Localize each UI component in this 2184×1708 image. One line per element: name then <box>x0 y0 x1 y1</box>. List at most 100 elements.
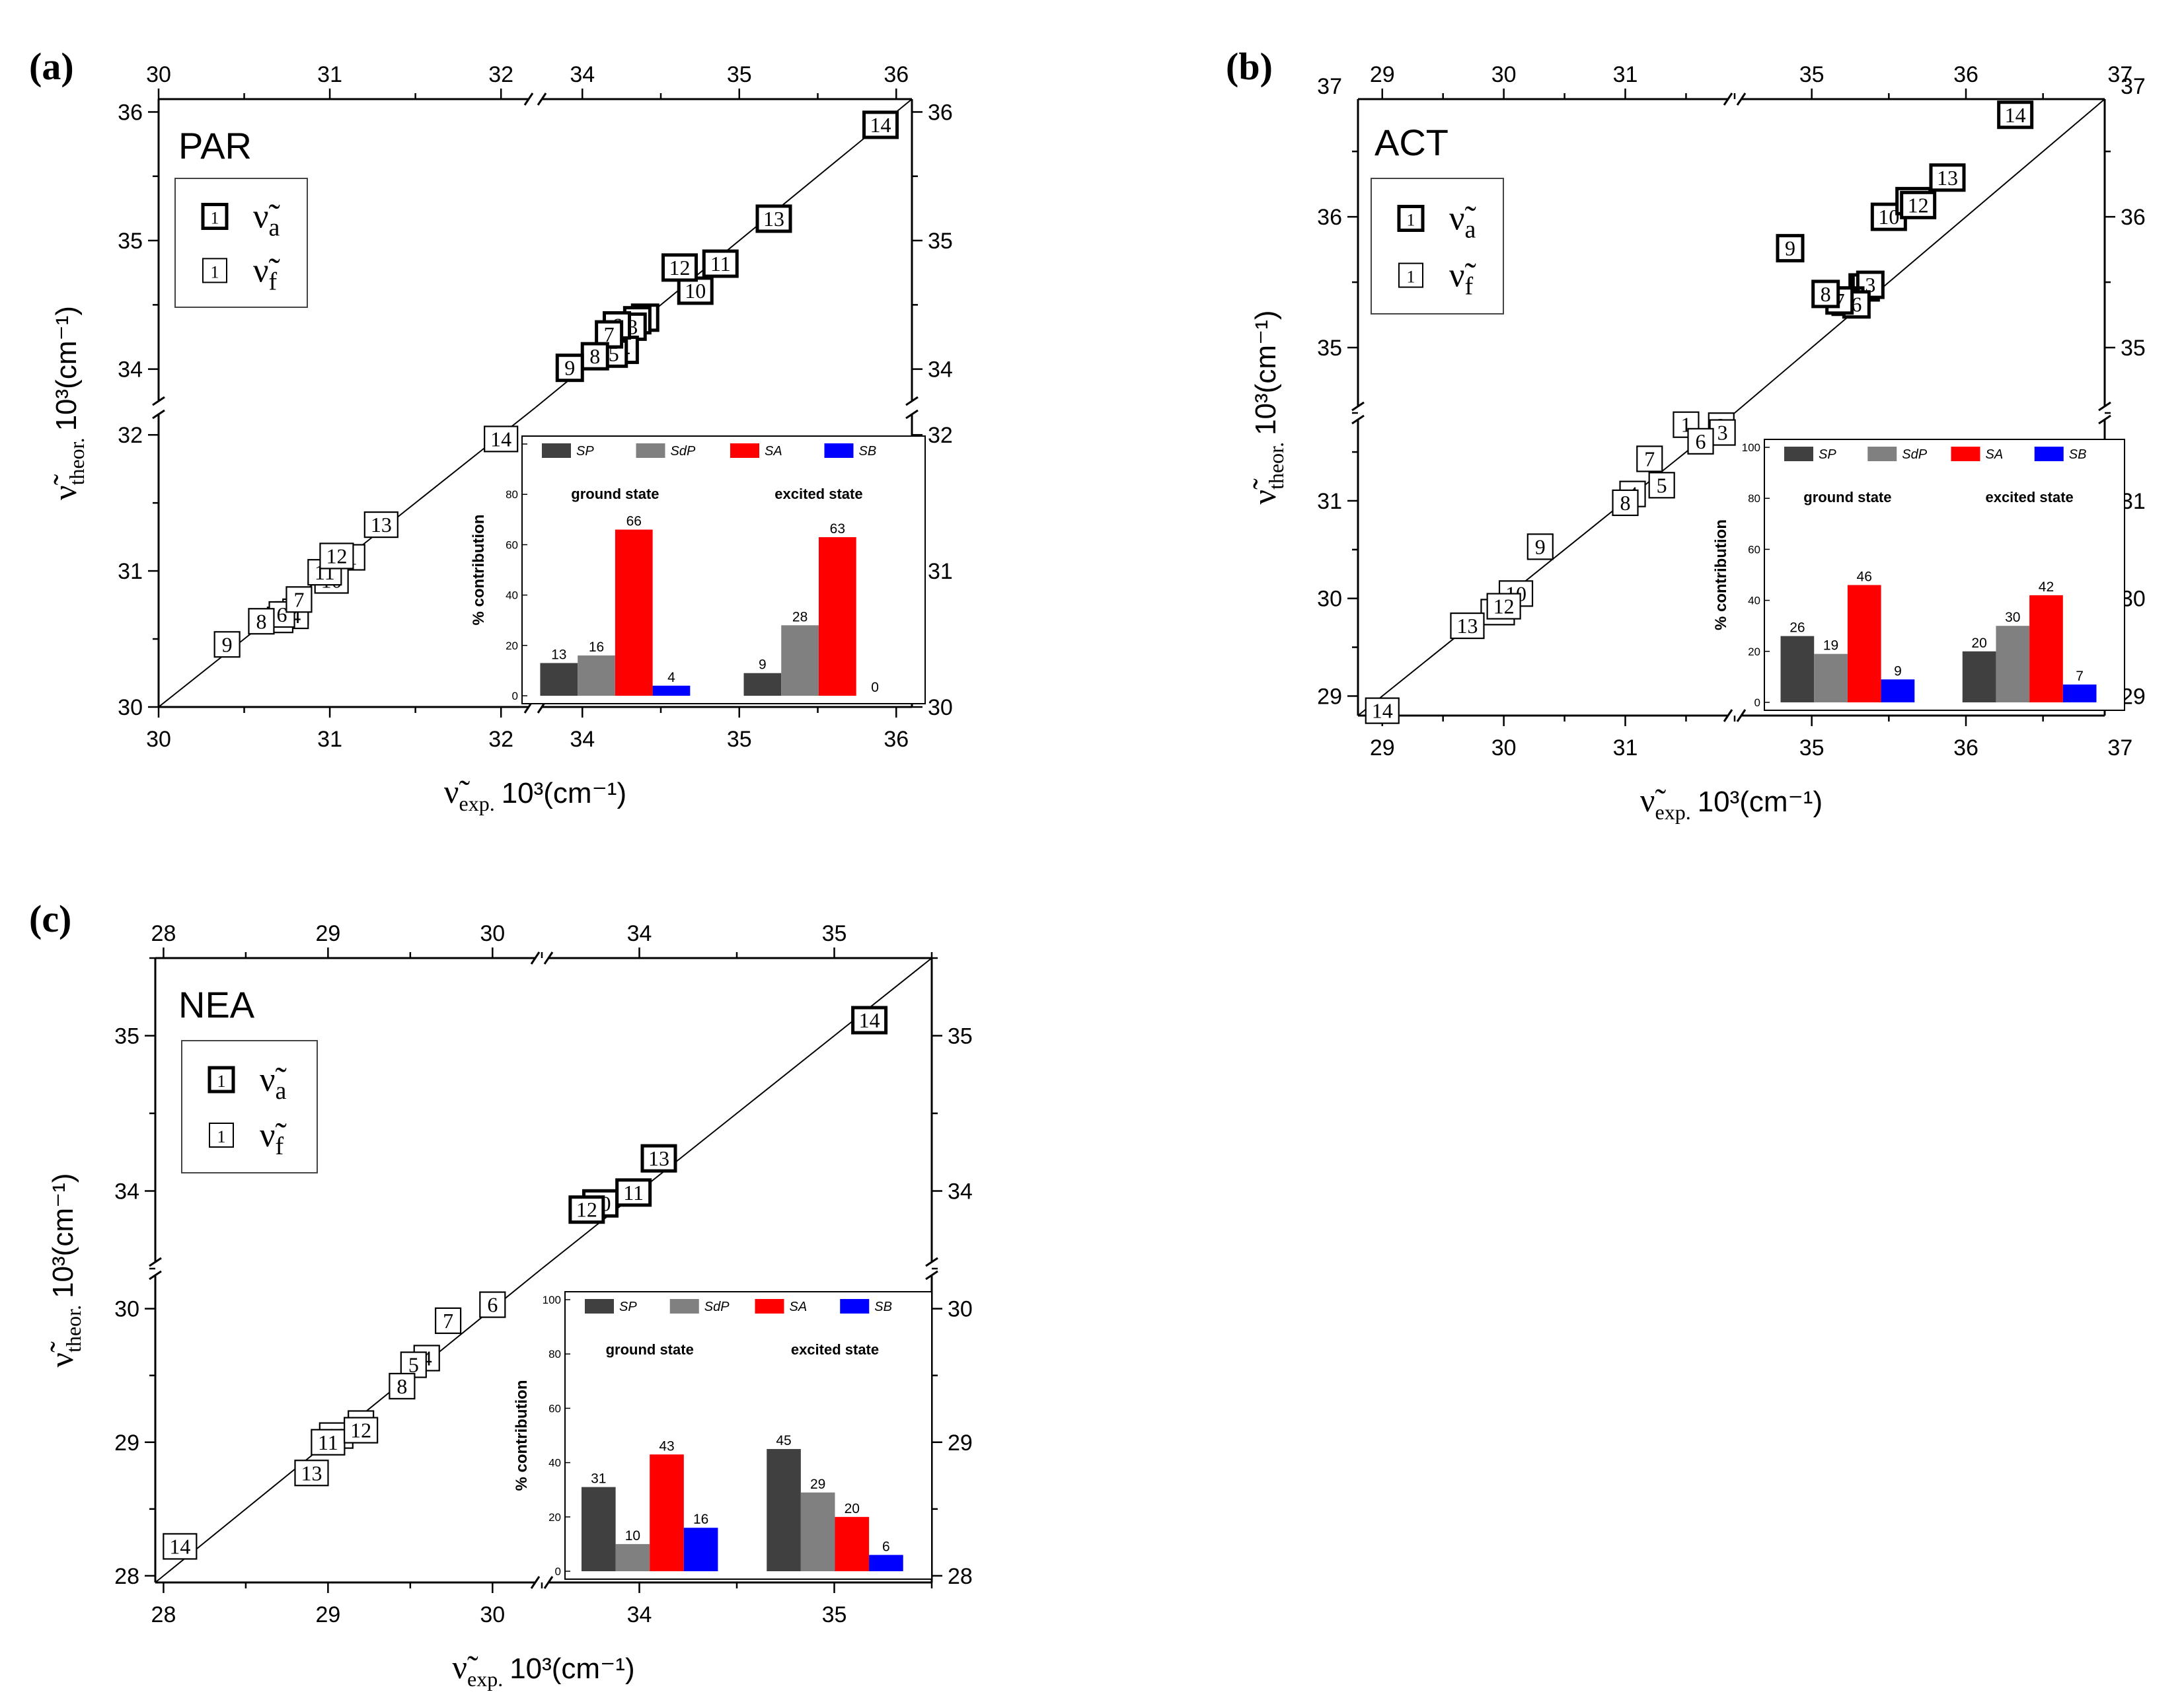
inset-group-label: ground state <box>606 1341 694 1358</box>
inset-y-tick-label: 60 <box>548 1402 561 1415</box>
inset-bar-label: 16 <box>693 1512 708 1527</box>
inset-bar-sp <box>581 1487 616 1571</box>
point-label: 13 <box>763 207 784 231</box>
point-label: 12 <box>350 1419 371 1442</box>
inset-bar-sa <box>2029 595 2063 702</box>
x-tick-label-bottom: 35 <box>822 1602 847 1627</box>
inset-bar-sa <box>650 1454 684 1571</box>
inset-bar-sa <box>835 1516 870 1571</box>
y-tick-label-left: 30 <box>114 1297 139 1322</box>
y-tick-label-left: 34 <box>118 357 143 383</box>
plot-frame <box>1351 93 2111 722</box>
absorption-point: 13 <box>755 204 792 233</box>
y-tick-label-right: 28 <box>948 1564 973 1589</box>
absorption-point: 11 <box>615 1178 652 1207</box>
point-label: 8 <box>256 609 266 633</box>
inset-bar-label: 16 <box>589 640 604 655</box>
inset-legend-swatch <box>755 1299 784 1314</box>
y-tick-label-left: 36 <box>1317 205 1342 230</box>
plot-title: PAR <box>178 125 252 167</box>
contribution-inset-act: 0 20 40 60 80 100 % contribution SP SdP SA SB groun… <box>1712 439 2125 711</box>
inset-bar-label: 0 <box>871 680 879 695</box>
inset-legend-swatch <box>730 443 759 458</box>
inset-bar-sa <box>615 529 653 696</box>
point-label: 5 <box>1657 473 1667 497</box>
point-label: 3 <box>1717 421 1728 445</box>
point-label: 7 <box>443 1309 453 1333</box>
inset-y-axis-title: % contribution <box>1712 519 1730 630</box>
legend-marker-label: 1 <box>211 209 219 228</box>
panel-label: (a) <box>29 45 74 88</box>
fluorescence-point: 8 <box>1612 489 1639 517</box>
point-label: 12 <box>1493 595 1515 618</box>
point-label: 8 <box>589 344 600 368</box>
legend-marker <box>1398 262 1423 288</box>
x-tick-label-bottom: 31 <box>1613 735 1638 761</box>
point-label: 12 <box>326 544 347 568</box>
y-tick-label-right: 35 <box>928 229 953 254</box>
y-tick-label-left: 29 <box>1317 684 1342 709</box>
inset-legend-label: SA <box>765 444 782 459</box>
absorption-point: 13 <box>640 1144 677 1173</box>
absorption-point: 14 <box>1997 100 2034 130</box>
point-label: 13 <box>1937 166 1958 190</box>
fluorescence-point: 7 <box>285 586 313 613</box>
point-label: 7 <box>604 322 615 346</box>
inset-bar-label: 28 <box>792 609 808 624</box>
fluorescence-point: 9 <box>213 631 241 658</box>
y-tick-label-right: 31 <box>928 559 953 584</box>
inset-bar-label: 66 <box>626 514 642 529</box>
fluorescence-point: 12 <box>1486 593 1521 620</box>
inset-bar-sb <box>869 1555 903 1571</box>
x-tick-label-top: 35 <box>1799 62 1825 87</box>
point-label: 8 <box>396 1374 407 1398</box>
inset-group-label: ground state <box>1803 489 1891 505</box>
panel-nea: (c) 28 28 28 28 29 29 29 29 30 30 30 30 34 34 34 34 35 35 3… <box>29 897 973 1691</box>
fluorescence-point: 9 <box>1526 533 1554 560</box>
legend-absorption: 1 ν̃a <box>207 1061 287 1105</box>
point-label: 7 <box>293 587 304 611</box>
x-tick-label-bottom: 36 <box>1953 735 1978 761</box>
y-tick-label-left: 35 <box>114 1024 139 1049</box>
point-label: 12 <box>576 1198 597 1222</box>
x-tick-label-top: 36 <box>884 62 909 87</box>
absorption-point: 14 <box>851 1006 888 1035</box>
y-tick-label-right: 29 <box>948 1430 973 1456</box>
y-tick-label-left: 31 <box>118 559 143 584</box>
y-tick-label-right: 34 <box>948 1179 973 1205</box>
legend-fluorescence: 1 ν̃f <box>1398 257 1476 301</box>
x-tick-label-top: 31 <box>317 62 342 87</box>
fluorescence-point: 5 <box>1648 472 1675 499</box>
x-tick-label-bottom: 28 <box>151 1602 176 1627</box>
y-tick-label-right: 30 <box>948 1297 973 1322</box>
x-axis-title: ν̃exp. 10³(cm⁻¹) <box>452 1649 634 1691</box>
inset-bar-sa <box>1847 585 1881 702</box>
point-label: 8 <box>1620 491 1631 515</box>
inset-group-label: excited state <box>1985 489 2073 505</box>
inset-bar-label: 31 <box>591 1471 606 1487</box>
absorption-point: 9 <box>555 353 584 383</box>
absorption-point: 12 <box>568 1195 605 1224</box>
x-tick-label-top: 30 <box>1491 62 1517 87</box>
point-label: 9 <box>222 632 233 656</box>
panel-label: (c) <box>29 897 71 940</box>
y-tick-label-right: 32 <box>928 423 953 448</box>
inset-y-tick-label: 40 <box>1748 595 1760 607</box>
inset-y-tick-label: 20 <box>506 640 518 652</box>
x-tick-label-top: 34 <box>627 921 652 946</box>
y-axis-title: ν̃theor.10³(cm⁻¹) <box>43 1173 85 1367</box>
x-tick-label-bottom: 30 <box>1491 735 1517 761</box>
absorption-point: 13 <box>1929 163 1966 192</box>
inset-bar-label: 20 <box>845 1501 860 1516</box>
inset-bar-label: 19 <box>1823 638 1838 653</box>
point-label: 14 <box>1372 699 1393 723</box>
y-tick-label-left: 30 <box>118 695 143 720</box>
inset-bar-label: 6 <box>882 1539 890 1554</box>
inset-bar-label: 30 <box>2005 610 2020 625</box>
y-tick-label-right: 36 <box>928 100 953 125</box>
x-tick-label-top: 29 <box>1370 62 1395 87</box>
inset-legend-label: SP <box>576 444 594 459</box>
point-label: 6 <box>1851 293 1862 316</box>
x-axis-title: ν̃exp. 10³(cm⁻¹) <box>1640 782 1823 824</box>
